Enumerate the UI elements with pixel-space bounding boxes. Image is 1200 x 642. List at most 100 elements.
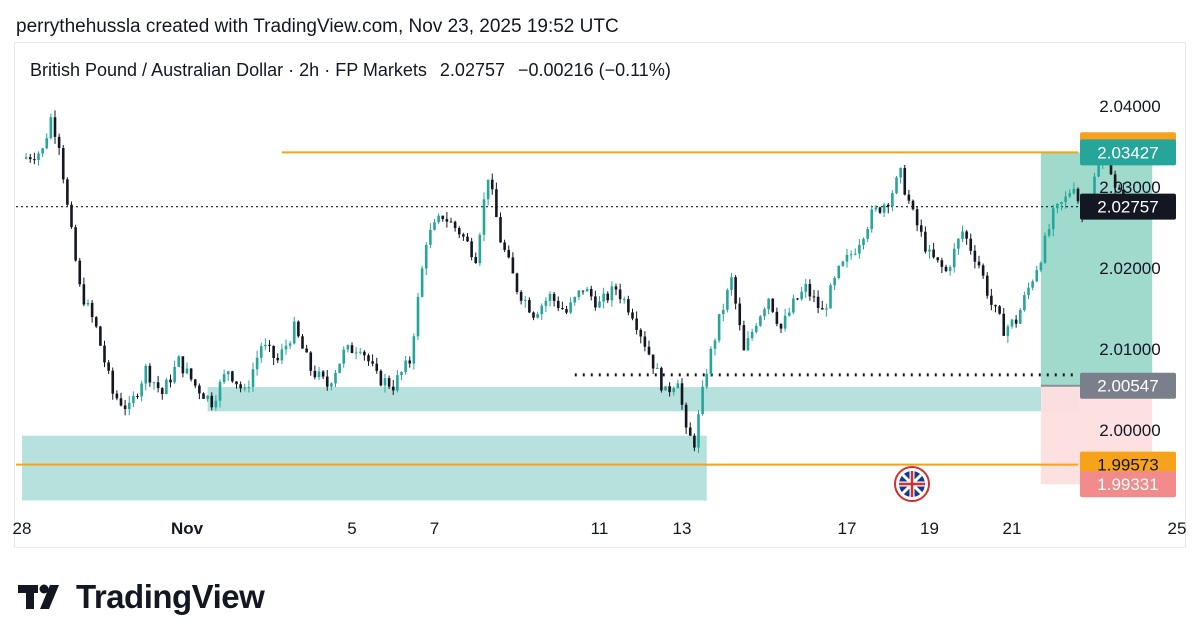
candle-body bbox=[924, 231, 927, 252]
candle-body bbox=[74, 227, 77, 261]
candle-body bbox=[767, 298, 770, 310]
tradingview-logo: TradingView bbox=[18, 578, 265, 616]
candle-body bbox=[895, 177, 898, 194]
candle-body bbox=[474, 257, 478, 264]
candle-body bbox=[779, 323, 783, 329]
candle-body bbox=[462, 234, 465, 237]
candle-body bbox=[800, 291, 803, 300]
candle-body bbox=[1027, 287, 1030, 296]
candle-body bbox=[948, 267, 952, 272]
candle-body bbox=[829, 285, 832, 309]
candle-body bbox=[111, 370, 115, 394]
y-tick-label: 2.01000 bbox=[1099, 340, 1160, 359]
candle-body bbox=[482, 199, 486, 235]
candle-body bbox=[1051, 208, 1055, 230]
candle-body bbox=[796, 298, 799, 300]
candle-body bbox=[763, 309, 766, 317]
candle-body bbox=[804, 284, 808, 292]
candle-body bbox=[639, 329, 643, 337]
candle-body bbox=[849, 254, 853, 256]
candle-body bbox=[445, 219, 449, 222]
price-tag-stop bbox=[1080, 471, 1176, 498]
candle-body bbox=[391, 386, 395, 391]
candle-body bbox=[1023, 295, 1026, 311]
candle-body bbox=[429, 229, 432, 245]
chart-attribution: perrythehussla created with TradingView.… bbox=[16, 16, 619, 37]
y-tick-label: 2.00000 bbox=[1099, 421, 1160, 440]
candle-body bbox=[1043, 235, 1047, 263]
candle-body bbox=[825, 308, 828, 310]
candle-body bbox=[853, 253, 857, 255]
candle-body bbox=[717, 314, 721, 341]
candle-body bbox=[841, 261, 845, 266]
candle-body bbox=[540, 305, 544, 315]
candle-body bbox=[783, 315, 787, 329]
candle-body bbox=[561, 308, 564, 310]
candle-body bbox=[354, 352, 358, 354]
candle-body bbox=[206, 395, 209, 399]
candle-body bbox=[243, 387, 247, 389]
candle-body bbox=[313, 370, 317, 378]
candle-body bbox=[870, 209, 874, 229]
symbol-name: British Pound / Australian Dollar bbox=[30, 60, 284, 80]
candle-body bbox=[1018, 310, 1022, 324]
candle-body bbox=[1002, 313, 1006, 336]
candle-body bbox=[350, 345, 354, 354]
candle-body bbox=[297, 321, 300, 337]
candle-body bbox=[622, 299, 626, 301]
candle-body bbox=[214, 400, 218, 408]
price-tag-entry-label: 2.00547 bbox=[1097, 377, 1158, 396]
candle-body bbox=[548, 293, 552, 301]
candle-body bbox=[614, 286, 618, 290]
candle-body bbox=[631, 312, 634, 319]
candle-body bbox=[746, 338, 750, 351]
candle-body bbox=[396, 375, 399, 391]
candle-body bbox=[28, 157, 32, 160]
candle-body bbox=[148, 365, 152, 383]
chart-frame bbox=[14, 42, 1186, 548]
candle-body bbox=[845, 254, 849, 262]
candle-body bbox=[886, 204, 890, 207]
candle-body bbox=[193, 379, 197, 386]
symbol-last-price: 2.02757 bbox=[439, 60, 505, 80]
candle-body bbox=[400, 372, 403, 376]
candle-body bbox=[759, 316, 762, 326]
candle-body bbox=[1060, 202, 1063, 204]
candle-body bbox=[581, 290, 585, 292]
candle-body bbox=[812, 296, 816, 298]
candle-body bbox=[713, 340, 717, 349]
candle-body bbox=[94, 317, 98, 327]
candle-body bbox=[371, 361, 374, 364]
candle-body bbox=[247, 386, 251, 388]
candle-body bbox=[940, 260, 944, 267]
candle-body bbox=[816, 296, 820, 308]
candle-body bbox=[919, 225, 923, 232]
candle-body bbox=[627, 299, 630, 313]
candle-body bbox=[878, 207, 882, 213]
candle-body bbox=[660, 367, 663, 391]
y-tick-label: 2.02000 bbox=[1099, 259, 1160, 278]
candle-body bbox=[647, 346, 651, 355]
price-tag-support bbox=[1080, 451, 1176, 478]
candle-body bbox=[664, 386, 667, 391]
candle-body bbox=[185, 368, 189, 374]
candle-body bbox=[1006, 326, 1010, 336]
candle-body bbox=[346, 345, 350, 350]
symbol-legend[interactable]: British Pound / Australian Dollar · 2h ·… bbox=[30, 60, 671, 81]
candle-body bbox=[1072, 188, 1076, 194]
candle-body bbox=[321, 371, 325, 377]
candle-body bbox=[57, 136, 61, 148]
candle-body bbox=[965, 231, 968, 239]
candle-body bbox=[899, 167, 902, 178]
candle-body bbox=[292, 321, 296, 344]
candle-body bbox=[911, 200, 915, 210]
candle-body bbox=[820, 307, 824, 310]
candle-body bbox=[618, 289, 622, 300]
tradingview-logo-icon bbox=[18, 584, 59, 609]
candle-body bbox=[268, 344, 271, 346]
candle-body bbox=[903, 167, 907, 195]
candle-body bbox=[598, 301, 601, 308]
candle-body bbox=[858, 244, 861, 254]
candle-body bbox=[643, 336, 647, 347]
